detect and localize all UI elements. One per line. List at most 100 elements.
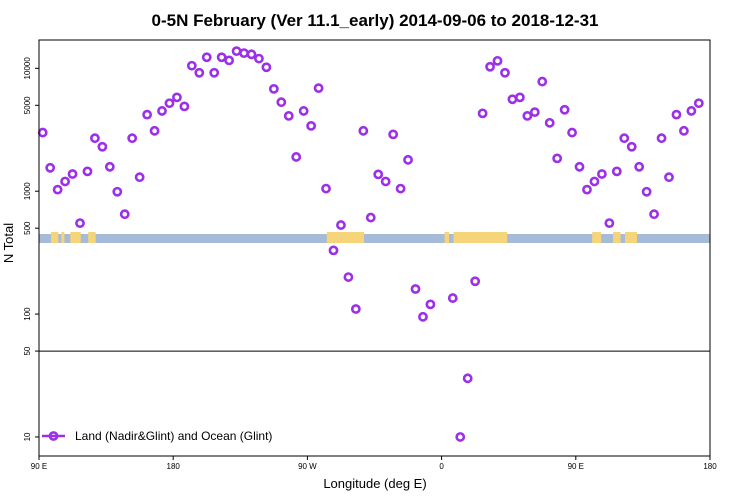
data-point	[425, 299, 436, 310]
data-point	[194, 67, 205, 78]
data-point	[216, 52, 227, 63]
data-point	[373, 169, 384, 180]
data-point	[418, 311, 428, 322]
data-point	[634, 161, 645, 172]
data-point	[485, 61, 495, 72]
y-axis-label: N Total	[1, 223, 16, 263]
data-point	[201, 52, 212, 63]
data-point	[104, 161, 115, 172]
data-point	[537, 76, 548, 87]
land-patch	[444, 232, 450, 243]
data-point	[664, 172, 674, 183]
y-tick-label: 10	[23, 432, 32, 441]
data-point	[686, 106, 697, 116]
x-axis: 90 E 180 90 W 0 90 E 180	[31, 456, 717, 471]
data-point	[567, 127, 577, 138]
x-axis-label: Longitude (deg E)	[323, 476, 426, 491]
x-tick-label: 90 E	[31, 462, 47, 471]
data-point	[462, 373, 473, 384]
data-point	[641, 186, 652, 197]
data-point	[529, 107, 540, 118]
data-point	[45, 162, 56, 173]
data-point	[291, 152, 302, 162]
plot-frame	[38, 39, 711, 457]
data-point	[112, 186, 123, 197]
data-point	[380, 176, 391, 187]
ocean-band	[39, 234, 710, 243]
data-point	[671, 109, 682, 120]
data-point	[604, 218, 615, 229]
data-point	[186, 60, 197, 71]
data-point	[52, 184, 63, 195]
data-point	[82, 166, 93, 177]
data-point	[656, 133, 667, 144]
data-point	[611, 166, 622, 177]
data-point	[276, 97, 287, 108]
data-point	[410, 284, 421, 294]
data-point	[313, 83, 324, 94]
land-patch	[61, 232, 65, 243]
data-point	[179, 101, 190, 112]
legend-marker	[48, 431, 59, 441]
x-tick-label: 0	[439, 462, 444, 471]
y-tick-label: 500	[23, 221, 32, 235]
data-point	[268, 83, 279, 94]
land-patch	[50, 232, 59, 243]
data-point	[224, 55, 235, 66]
data-point	[544, 117, 555, 128]
data-point	[589, 176, 600, 187]
data-point	[298, 106, 309, 116]
data-point	[350, 304, 361, 314]
y-tick-label: 5000	[23, 96, 32, 114]
data-point	[574, 161, 585, 172]
land-patch	[613, 232, 621, 243]
y-tick-label: 1000	[23, 182, 32, 200]
data-point	[388, 129, 399, 140]
data-point	[134, 172, 145, 183]
x-tick-label: 180	[703, 462, 717, 471]
y-tick-label: 50	[23, 346, 32, 355]
data-point	[261, 62, 272, 73]
y-axis: 10 50 100 500 1000 5000 10000	[23, 57, 39, 441]
x-tick-label: 90 E	[568, 462, 584, 471]
data-point	[336, 220, 346, 230]
data-point	[67, 169, 78, 179]
data-point	[306, 120, 317, 131]
data-point	[559, 104, 570, 115]
x-tick-label: 90 W	[298, 462, 317, 471]
data-points	[37, 46, 704, 442]
data-point	[209, 67, 220, 78]
data-point	[514, 92, 525, 103]
data-point	[283, 111, 294, 121]
data-point	[142, 109, 153, 120]
data-point	[90, 133, 100, 144]
surface-band	[39, 232, 710, 243]
data-point	[649, 209, 659, 220]
data-point	[455, 432, 466, 442]
data-point	[477, 108, 488, 119]
land-patch	[592, 232, 602, 243]
land-patch	[70, 232, 81, 243]
data-point	[97, 141, 108, 152]
data-point	[492, 55, 503, 66]
y-tick-label: 10000	[23, 57, 32, 80]
data-point	[60, 176, 70, 187]
data-point	[395, 183, 406, 194]
data-point	[470, 276, 481, 287]
data-point	[596, 169, 607, 179]
land-patch	[88, 232, 96, 243]
data-point	[246, 49, 257, 60]
data-point	[127, 133, 138, 144]
data-point	[358, 125, 369, 136]
land-patch	[453, 232, 508, 243]
data-point	[328, 245, 339, 256]
land-patch	[625, 232, 637, 243]
legend-label: Land (Nadir&Glint) and Ocean (Glint)	[75, 429, 272, 443]
data-point	[343, 272, 354, 282]
y-tick-label: 100	[23, 307, 32, 321]
data-point	[157, 106, 167, 116]
data-point	[75, 218, 85, 229]
legend: Land (Nadir&Glint) and Ocean (Glint)	[42, 429, 272, 443]
